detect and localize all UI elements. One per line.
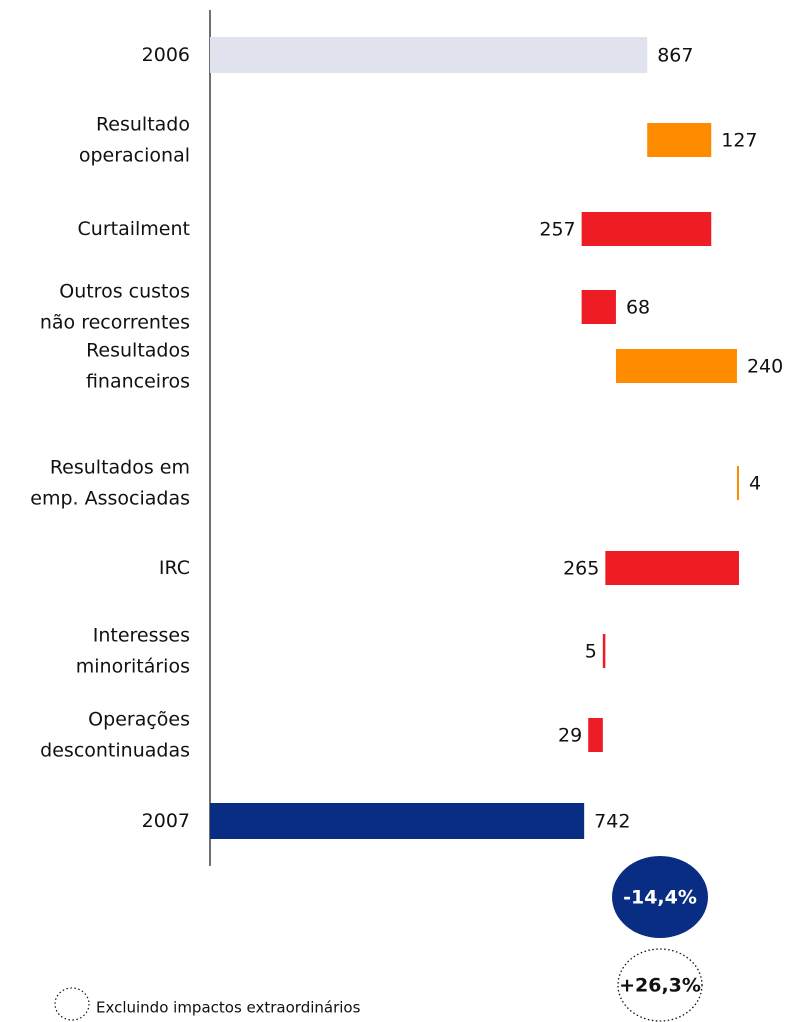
value-label: 257 [539,219,575,241]
category-label: 2007 [142,810,190,832]
category-line: Curtailment [78,218,190,240]
change-excluding-label: +26,3% [619,975,701,997]
category-line: Resultados em [50,456,190,478]
value-label: 5 [585,641,597,663]
category-line: minoritários [76,655,190,677]
bar [581,212,712,246]
bar [588,718,603,752]
category-label: Resultados financeiros [86,339,190,392]
category-label: Resultados em emp. Associadas [30,456,190,509]
bar [210,803,585,839]
category-line: não recorrentes [40,311,190,333]
value-label: 68 [626,297,650,319]
bar [736,466,739,500]
category-line: operacional [79,144,190,166]
value-label: 29 [558,725,582,747]
category-line: 2007 [142,810,190,832]
category-label: Curtailment [78,218,190,240]
change-badge [612,856,708,938]
value-label: 867 [657,45,693,67]
category-line: 2006 [142,44,190,66]
category-line: IRC [159,557,190,579]
category-label: Operações descontinuadas [40,708,190,761]
value-label: 127 [721,130,757,152]
category-label: Interesses minoritários [76,624,190,677]
value-label: 4 [749,473,761,495]
category-label: 2006 [142,44,190,66]
value-label: 742 [594,811,630,833]
category-line: Operações [88,708,190,730]
category-line: financeiros [86,370,190,392]
bar [210,37,648,73]
bar [647,123,712,157]
bar [581,290,616,324]
category-label: Outros custos não recorrentes [40,280,190,333]
category-line: descontinuadas [40,739,190,761]
category-line: Interesses [93,624,190,646]
bar [602,634,606,668]
value-label: 265 [563,558,599,580]
bar [615,349,737,383]
legend-label: Excluindo impactos extraordinários [96,999,361,1017]
bar [605,551,739,585]
category-line: emp. Associadas [30,487,190,509]
category-line: Outros custos [59,280,190,302]
category-label: IRC [159,557,190,579]
category-line: Resultado [96,113,190,135]
legend-symbol [54,987,90,1021]
value-label: 240 [747,356,783,378]
category-line: Resultados [86,339,190,361]
change-excluding-badge [617,948,703,1022]
change-label: -14,4% [623,887,697,909]
category-label: Resultado operacional [79,113,190,166]
